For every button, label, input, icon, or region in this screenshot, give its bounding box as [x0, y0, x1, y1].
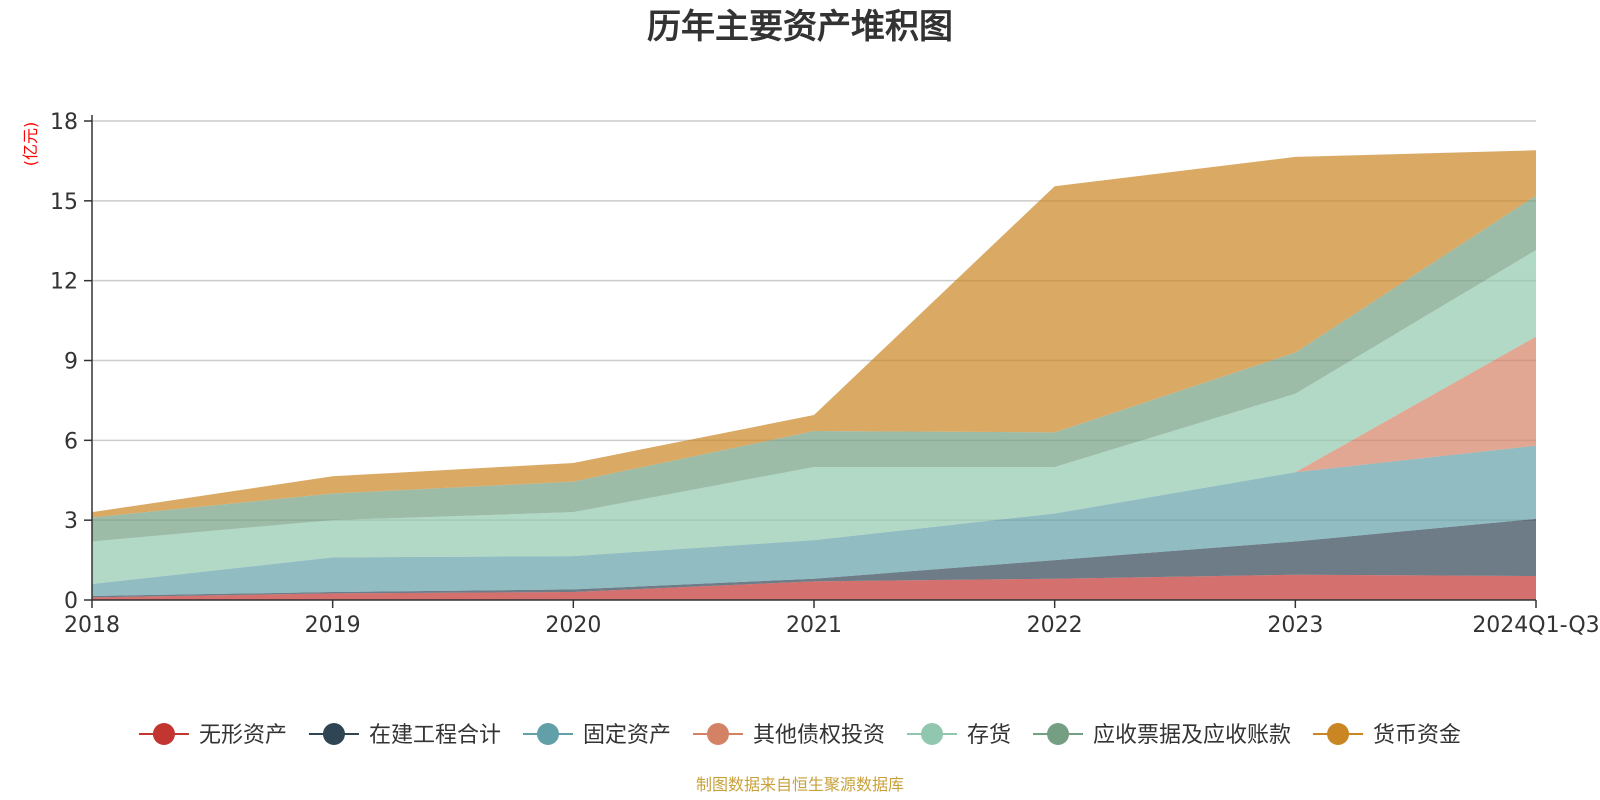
area-series — [92, 150, 1536, 600]
x-tick-label: 2022 — [1027, 613, 1083, 638]
legend-dot-marker — [706, 723, 729, 745]
legend-label: 其他债权投资 — [753, 723, 885, 748]
x-tick-label: 2021 — [786, 613, 842, 638]
legend-item-其他债权投资[interactable]: 其他债权投资 — [692, 723, 885, 748]
y-tick-label: 9 — [64, 350, 78, 375]
x-tick-label: 2024Q1-Q3 — [1472, 613, 1599, 638]
area-series-固定资产 — [92, 445, 1536, 597]
data-source-note: 制图数据来自恒生聚源数据库 — [696, 775, 904, 794]
axes: 0 3 6 9 12 15 18 2018 2019 2020 2021 2022 2023 2024Q1… — [50, 110, 1600, 638]
legend-label: 无形资产 — [199, 723, 287, 748]
legend-dot-marker — [1047, 723, 1070, 745]
legend: 无形资产 在建工程合计 固定资产 其他债权投资 存货 应收票据及应收账款 货币资金 — [138, 723, 1461, 748]
y-tick-label: 6 — [64, 429, 78, 454]
legend-dot-marker — [921, 723, 944, 745]
area-series-无形资产 — [92, 574, 1536, 600]
x-tick-label: 2019 — [305, 613, 361, 638]
area-series-存货 — [92, 250, 1536, 585]
y-tick-label: 18 — [50, 110, 78, 135]
area-series-应收票据及应收账款 — [92, 195, 1536, 542]
legend-label: 应收票据及应收账款 — [1093, 723, 1291, 748]
legend-label: 在建工程合计 — [369, 723, 501, 748]
legend-dot-marker — [322, 723, 345, 745]
y-tick-label: 15 — [50, 190, 78, 215]
y-tick-label: 0 — [64, 589, 78, 614]
legend-dot-marker — [1327, 723, 1350, 745]
legend-item-存货[interactable]: 存货 — [907, 723, 1011, 748]
x-tick-label: 2018 — [64, 613, 120, 638]
legend-item-固定资产[interactable]: 固定资产 — [522, 723, 671, 748]
area-series-在建工程合计 — [92, 518, 1536, 598]
y-axis-unit-label: (亿元) — [21, 122, 40, 167]
legend-item-应收票据及应收账款[interactable]: 应收票据及应收账款 — [1033, 723, 1291, 748]
legend-label: 存货 — [967, 723, 1011, 748]
legend-label: 货币资金 — [1373, 723, 1461, 748]
area-series-货币资金 — [92, 150, 1536, 518]
x-tick-label: 2023 — [1267, 613, 1323, 638]
chart-title: 历年主要资产堆积图 — [647, 7, 953, 47]
y-tick-label: 3 — [64, 509, 78, 534]
legend-dot-marker — [536, 723, 559, 745]
legend-item-无形资产[interactable]: 无形资产 — [138, 723, 287, 748]
x-tick-label: 2020 — [545, 613, 601, 638]
legend-item-货币资金[interactable]: 货币资金 — [1313, 723, 1461, 748]
y-tick-label: 12 — [50, 270, 78, 295]
legend-label: 固定资产 — [583, 723, 671, 748]
legend-dot-marker — [152, 723, 175, 745]
legend-item-在建工程合计[interactable]: 在建工程合计 — [308, 723, 501, 748]
